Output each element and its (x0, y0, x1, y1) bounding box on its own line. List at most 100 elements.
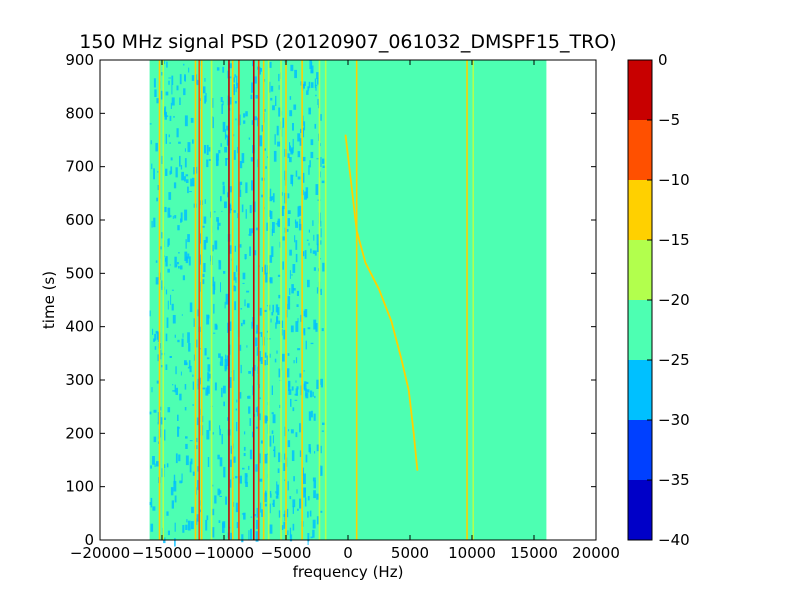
heatmap-speckle (278, 85, 280, 90)
heatmap-speckle (206, 515, 209, 521)
heatmap-speckle (202, 387, 205, 390)
heatmap-speckle (304, 191, 307, 200)
heatmap-speckle (287, 368, 290, 378)
heatmap-speckle (278, 73, 280, 82)
heatmap-speckle (289, 249, 292, 256)
heatmap-speckle (213, 303, 215, 314)
heatmap-speckle (189, 461, 192, 473)
heatmap-speckle (266, 222, 270, 231)
heatmap-speckle (295, 357, 298, 364)
heatmap-speckle (278, 368, 281, 378)
heatmap-speckle (255, 519, 259, 530)
heatmap-speckle (167, 407, 171, 413)
heatmap-speckle (149, 411, 152, 415)
heatmap-speckle (308, 444, 311, 453)
heatmap-speckle (201, 279, 205, 285)
heatmap-speckle (204, 95, 206, 104)
heatmap-speckle (264, 109, 266, 112)
heatmap-speckle (165, 133, 167, 144)
heatmap-speckle (229, 204, 232, 209)
heatmap-speckle (175, 366, 177, 375)
heatmap-speckle (272, 503, 274, 506)
heatmap-speckle (235, 476, 238, 479)
heatmap-speckle (296, 304, 299, 307)
heatmap-speckle (181, 314, 183, 316)
heatmap-speckle (321, 328, 324, 332)
heatmap-speckle (316, 234, 320, 245)
heatmap-speckle (291, 274, 293, 276)
heatmap-speckle (310, 248, 312, 254)
heatmap-speckle (289, 110, 293, 117)
heatmap-speckle (256, 507, 260, 518)
heatmap-speckle (204, 348, 207, 356)
heatmap-speckle (260, 502, 262, 513)
heatmap-speckle (156, 197, 158, 202)
heatmap-speckle (316, 444, 319, 452)
heatmap-speckle (184, 251, 188, 261)
heatmap-speckle (313, 413, 316, 421)
heatmap-speckle (244, 473, 248, 484)
heatmap-speckle (166, 511, 169, 516)
heatmap-speckle (320, 378, 323, 388)
heatmap-speckle (322, 158, 325, 164)
x-tick-label: 20000 (572, 544, 620, 562)
x-tick-label: −20000 (70, 544, 130, 562)
colorbar-tick-label: −25 (658, 351, 690, 369)
x-axis-label: frequency (Hz) (293, 563, 404, 581)
heatmap-speckle (222, 185, 225, 195)
heatmap-speckle (289, 157, 292, 163)
heatmap-speckle (188, 360, 191, 368)
heatmap-speckle (238, 189, 242, 197)
heatmap-speckle (316, 158, 319, 160)
heatmap-speckle (165, 364, 168, 370)
heatmap-speckle (170, 487, 174, 496)
heatmap-speckle (289, 527, 292, 538)
heatmap-speckle (310, 410, 313, 418)
heatmap-speckle (184, 209, 188, 221)
heatmap-speckle (259, 135, 263, 147)
heatmap-speckle (184, 176, 186, 182)
heatmap-speckle (305, 340, 307, 350)
heatmap-speckle (229, 377, 232, 388)
heatmap-speckle (314, 395, 316, 399)
heatmap-speckle (255, 531, 259, 542)
heatmap-speckle (313, 480, 316, 489)
heatmap-speckle (224, 147, 228, 153)
heatmap-speckle (208, 420, 211, 431)
heatmap-speckle (171, 303, 174, 311)
heatmap-speckle (168, 80, 170, 85)
heatmap-speckle (192, 404, 194, 406)
heatmap-speckle (302, 467, 304, 476)
heatmap-speckle (291, 450, 295, 461)
heatmap-speckle (249, 246, 251, 256)
heatmap-speckle (269, 197, 272, 202)
heatmap-speckle (297, 151, 301, 158)
heatmap-speckle (304, 497, 307, 507)
heatmap-speckle (219, 425, 221, 430)
heatmap-speckle (249, 449, 253, 460)
heatmap-speckle (251, 228, 254, 234)
heatmap-speckle (160, 417, 164, 425)
heatmap-speckle (307, 86, 310, 91)
heatmap-speckle (214, 495, 217, 504)
heatmap-speckle (239, 392, 242, 399)
y-tick-label: 200 (65, 424, 94, 442)
heatmap-speckle (203, 216, 207, 224)
heatmap-speckle (308, 229, 310, 233)
heatmap-speckle (255, 95, 259, 99)
heatmap-speckle (287, 296, 291, 305)
heatmap-speckle (203, 86, 206, 94)
heatmap-speckle (191, 506, 194, 514)
heatmap-speckle (242, 282, 245, 284)
heatmap-speckle (255, 337, 258, 347)
x-tick-label: 15000 (510, 544, 558, 562)
heatmap-speckle (297, 176, 301, 180)
heatmap-speckle (213, 332, 216, 334)
heatmap-speckle (255, 407, 258, 413)
y-axis: 0 100 200 300 400 500 600 700 800 900 (65, 51, 596, 549)
heatmap-speckle (248, 530, 250, 540)
heatmap-speckle (161, 365, 164, 368)
heatmap-speckle (302, 172, 305, 183)
heatmap-speckle (243, 113, 246, 118)
heatmap-speckle (289, 496, 292, 500)
